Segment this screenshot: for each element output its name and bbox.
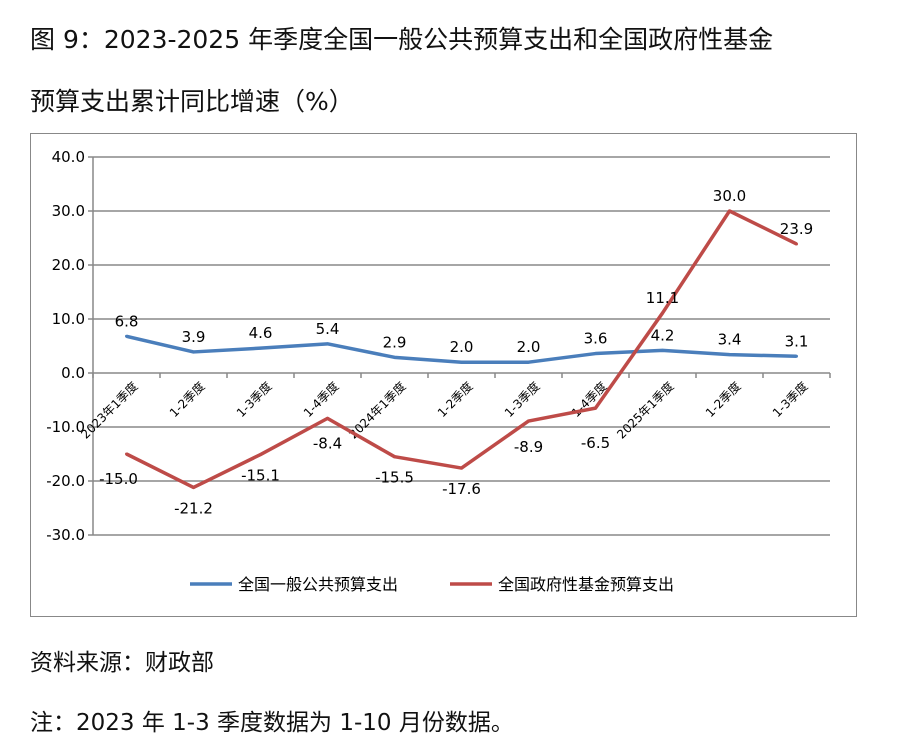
data-label: 3.9 [182, 328, 206, 346]
data-label: -15.0 [99, 470, 138, 488]
data-label: -15.5 [375, 469, 414, 487]
data-point [795, 242, 798, 246]
x-tick-label: 1-3季度 [769, 379, 810, 420]
data-label: -6.5 [581, 434, 610, 452]
x-tick-label: 1-2季度 [702, 379, 743, 420]
data-label: -8.4 [313, 434, 342, 452]
data-label: 4.6 [249, 324, 273, 342]
data-label: 23.9 [780, 220, 813, 238]
chart-title-line1: 图 9：2023-2025 年季度全国一般公共预算支出和全国政府性基金 [30, 25, 774, 54]
x-tick-label: 1-3季度 [501, 379, 542, 420]
x-tick-label: 2023年1季度 [78, 379, 141, 442]
data-label: 5.4 [316, 320, 340, 338]
data-point [594, 406, 597, 410]
data-point [125, 334, 128, 338]
data-point [460, 360, 463, 364]
data-label: 2.0 [517, 338, 541, 356]
data-point [125, 452, 128, 456]
data-label: 3.6 [584, 330, 608, 348]
data-point [527, 419, 530, 423]
data-point [661, 311, 664, 315]
x-tick-label: 1-4季度 [300, 379, 341, 420]
y-tick-label: 20.0 [52, 256, 85, 274]
y-tick-label: -30.0 [46, 526, 85, 544]
data-label: 30.0 [713, 187, 746, 205]
data-point [527, 360, 530, 364]
data-point [795, 354, 798, 358]
data-label: -8.9 [514, 438, 543, 456]
data-point [192, 350, 195, 354]
x-tick-label: 2025年1季度 [614, 379, 677, 442]
data-point [192, 485, 195, 489]
x-tick-label: 1-2季度 [434, 379, 475, 420]
data-point [594, 352, 597, 356]
y-tick-label: -10.0 [46, 418, 85, 436]
data-point [259, 346, 262, 350]
data-point [393, 455, 396, 459]
legend-label: 全国一般公共预算支出 [238, 575, 398, 594]
x-tick-label: 1-2季度 [166, 379, 207, 420]
data-label: -21.2 [174, 499, 213, 517]
y-tick-label: 10.0 [52, 310, 85, 328]
data-point [460, 466, 463, 470]
data-label: 3.1 [785, 332, 809, 350]
y-tick-label: 30.0 [52, 202, 85, 220]
data-point [728, 353, 731, 357]
data-point [393, 355, 396, 359]
data-point [661, 348, 664, 352]
data-label: 11.1 [646, 289, 679, 307]
y-tick-label: 0.0 [61, 364, 85, 382]
data-label: 2.9 [383, 333, 407, 351]
y-tick-label: 40.0 [52, 148, 85, 166]
chart-title-line2: 预算支出累计同比增速（%） [30, 87, 354, 116]
data-label: 3.4 [718, 331, 742, 349]
legend-label: 全国政府性基金预算支出 [498, 575, 674, 594]
data-point [728, 209, 731, 213]
data-label: -17.6 [442, 480, 481, 498]
data-point [259, 453, 262, 457]
data-label: 4.2 [651, 326, 675, 344]
x-tick-label: 1-3季度 [233, 379, 274, 420]
source-note: 资料来源：财政部 [30, 650, 214, 676]
data-point [326, 342, 329, 346]
data-point [326, 416, 329, 420]
footnote: 注：2023 年 1-3 季度数据为 1-10 月份数据。 [30, 710, 514, 736]
data-label: 2.0 [450, 338, 474, 356]
data-label: 6.8 [115, 312, 139, 330]
chart-frame [30, 133, 857, 617]
y-tick-label: -20.0 [46, 472, 85, 490]
data-label: -15.1 [241, 467, 280, 485]
